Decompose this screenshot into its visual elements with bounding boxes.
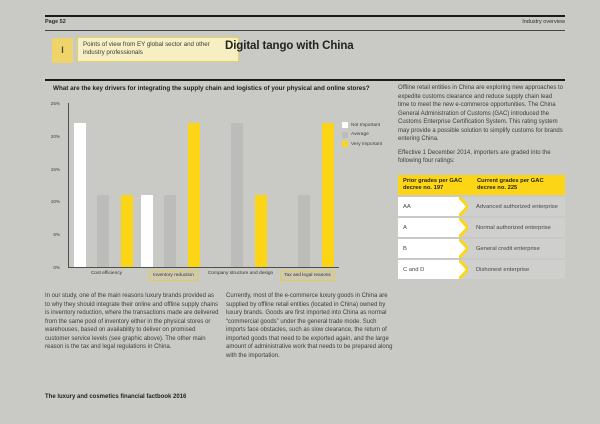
- bar-not-important-cost-efficiency: [74, 122, 86, 267]
- page-number: Page 52: [45, 19, 66, 25]
- right-paragraph-2: Effective 1 December 2014, importers are…: [398, 149, 551, 165]
- current-grade-cell: Advanced authorized enterprise: [476, 203, 558, 210]
- section-label: Industry overview: [522, 19, 565, 25]
- grade-table-row: B General credit enterprise: [398, 239, 565, 259]
- chevron-right-icon: [459, 260, 468, 280]
- current-grades-header: Current grades per GAC decree no. 225: [477, 177, 544, 191]
- bar-not-important-inventory-reduction: [141, 194, 153, 267]
- bar-average-company-structure-and-design: [231, 122, 244, 267]
- y-axis-tick: 5%: [53, 232, 60, 238]
- footer-title: The luxury and cosmetics financial factb…: [45, 394, 187, 400]
- bar-average-cost-efficiency: [97, 194, 110, 267]
- x-category-label: Inventory reduction: [149, 271, 198, 282]
- legend-item: Very Important: [342, 141, 382, 147]
- grade-table-header: Prior grades per GAC decree no. 197 Curr…: [398, 174, 565, 196]
- x-category-label: Tax and legal reasons: [280, 271, 335, 282]
- legend-swatch-icon: [342, 131, 348, 138]
- right-column: Offline retail entities in China are exp…: [398, 84, 565, 280]
- chart-legend: Not Important Average Very Important: [342, 122, 382, 151]
- grade-table-row: C and D Dishonest enterprise: [398, 260, 565, 280]
- y-axis-tick: 25%: [50, 101, 60, 106]
- legend-swatch-icon: [342, 141, 348, 147]
- right-paragraph-1: Offline retail entities in China are exp…: [398, 85, 563, 143]
- legend-swatch-icon: [342, 122, 348, 128]
- top-rule-divider: [45, 15, 565, 17]
- grade-table-row: AA Advanced authorized enterprise: [398, 197, 565, 217]
- current-grade-cell: Dishonest enterprise: [476, 266, 530, 273]
- chevron-right-icon: [459, 239, 468, 259]
- chart-question-title: What are the key drivers for integrating…: [53, 85, 370, 92]
- x-category: Tax and legal reasons: [274, 271, 341, 282]
- current-grade-cell: General credit enterprise: [476, 245, 540, 252]
- y-axis: 0% 5% 10% 15% 20% 25%: [40, 101, 64, 270]
- chevron-right-icon: [459, 218, 468, 238]
- prior-grade-cell: B: [398, 239, 459, 259]
- x-axis-labels: Cost efficiency Inventory reduction Compan…: [73, 271, 341, 282]
- legend-label: Not Important: [351, 122, 381, 128]
- prior-grade-cell: AA: [398, 197, 459, 217]
- gac-grades-table: Prior grades per GAC decree no. 197 Curr…: [398, 174, 565, 280]
- legend-label: Very Important: [351, 141, 383, 147]
- legend-item: Not Important: [342, 122, 382, 128]
- legend-label: Average: [351, 132, 369, 137]
- y-axis-tick: 10%: [50, 199, 60, 205]
- y-axis-tick: 15%: [50, 166, 60, 172]
- x-category: Company structure and design: [207, 271, 274, 281]
- x-category: Cost efficiency: [73, 271, 140, 281]
- page-title: Digital tango with China: [225, 40, 354, 52]
- chevron-right-icon: [459, 197, 468, 217]
- body-paragraph-middle: Currently, most of the e-commerce luxury…: [226, 293, 393, 359]
- legend-item: Average: [342, 131, 382, 138]
- body-paragraph-left: In our study, one of the main reasons lu…: [45, 293, 219, 351]
- y-axis-tick: 0%: [53, 265, 60, 270]
- prior-grade-cell: A: [398, 218, 459, 238]
- section-marker-badge: I: [52, 38, 73, 63]
- content-rule-divider: [45, 79, 565, 82]
- bar-very-important-tax-and-legal-reasons: [321, 122, 334, 267]
- bar-very-important-inventory-reduction: [187, 122, 200, 267]
- bar-very-important-cost-efficiency: [120, 194, 133, 267]
- grade-table-rows: AA Advanced authorized enterprise A Normal …: [398, 197, 565, 280]
- bar-average-inventory-reduction: [164, 194, 177, 267]
- grade-table-row: A Normal authorized enterprise: [398, 218, 565, 238]
- x-category: Inventory reduction: [140, 271, 207, 282]
- y-axis-tick: 20%: [50, 133, 60, 139]
- points-of-view-box: Points of view from EY global sector and…: [77, 37, 239, 62]
- bar-very-important-company-structure-and-design: [254, 194, 267, 267]
- x-category-label: Cost efficiency: [90, 271, 123, 276]
- bar-chart-plot: [68, 103, 339, 268]
- prior-grades-header: Prior grades per GAC decree no. 197: [403, 177, 463, 191]
- bar-average-tax-and-legal-reasons: [298, 194, 311, 267]
- current-grade-cell: Normal authorized enterprise: [476, 224, 551, 231]
- header-rule-divider: [45, 30, 565, 31]
- prior-grade-cell: C and D: [398, 260, 459, 280]
- x-category-label: Company structure and design: [207, 271, 274, 276]
